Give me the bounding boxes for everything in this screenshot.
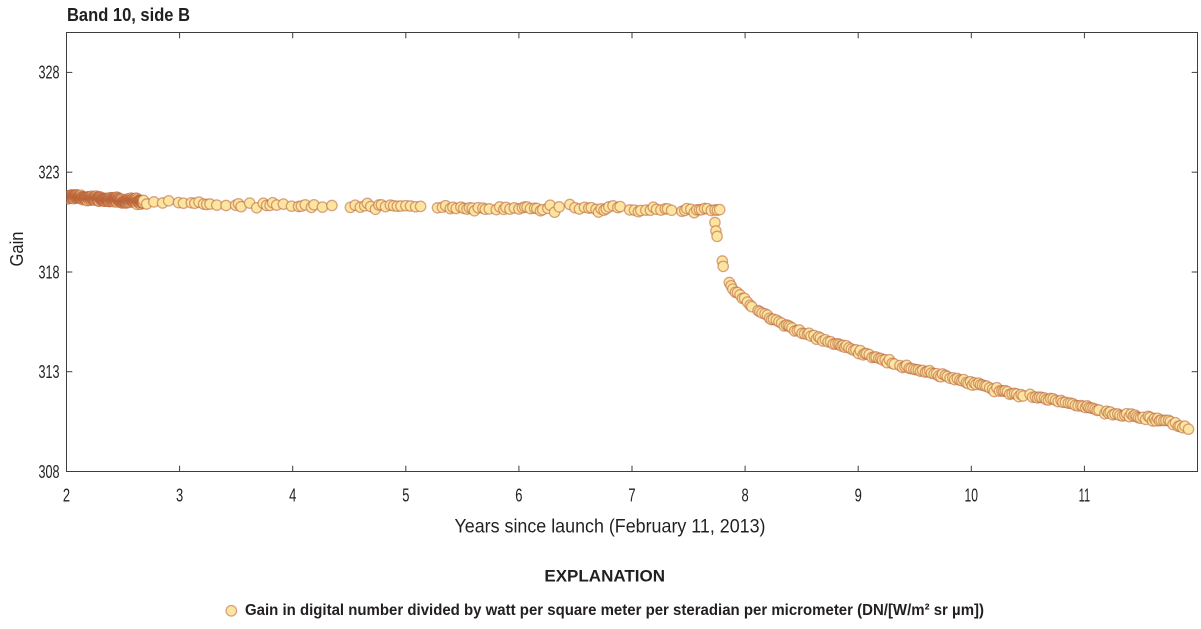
svg-text:Band 10, side B: Band 10, side B bbox=[67, 4, 190, 25]
svg-text:323: 323 bbox=[39, 163, 60, 183]
svg-text:313: 313 bbox=[39, 362, 60, 382]
svg-text:3: 3 bbox=[176, 485, 183, 505]
svg-text:EXPLANATION: EXPLANATION bbox=[544, 566, 665, 585]
svg-text:4: 4 bbox=[289, 485, 296, 505]
svg-text:318: 318 bbox=[39, 262, 60, 282]
svg-text:328: 328 bbox=[39, 63, 60, 83]
svg-text:308: 308 bbox=[39, 462, 60, 482]
svg-text:5: 5 bbox=[402, 485, 409, 505]
svg-text:Gain in digital number divided: Gain in digital number divided by watt p… bbox=[245, 602, 984, 619]
svg-text:7: 7 bbox=[628, 485, 635, 505]
svg-text:Years since launch (February 1: Years since launch (February 11, 2013) bbox=[455, 515, 766, 537]
svg-text:10: 10 bbox=[965, 485, 979, 505]
svg-text:Gain: Gain bbox=[6, 232, 27, 267]
svg-text:8: 8 bbox=[742, 485, 749, 505]
svg-text:6: 6 bbox=[515, 485, 522, 505]
svg-text:11: 11 bbox=[1079, 485, 1091, 505]
svg-text:2: 2 bbox=[63, 485, 70, 505]
svg-text:9: 9 bbox=[855, 485, 862, 505]
